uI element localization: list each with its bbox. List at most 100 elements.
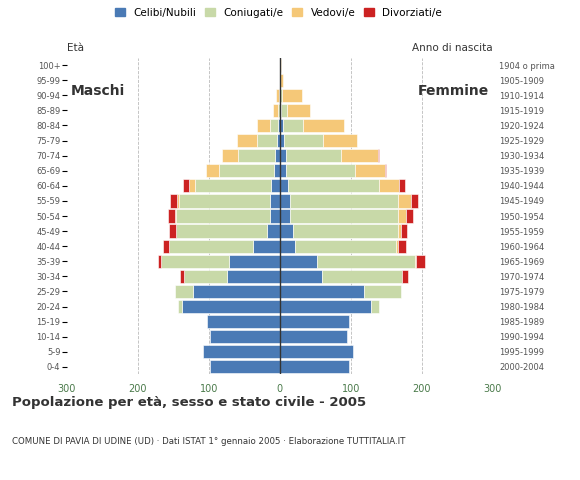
Bar [280,104,281,117]
Bar [398,194,411,207]
Bar [164,240,169,253]
Text: COMUNE DI PAVIA DI UDINE (UD) · Dati ISTAT 1° gennaio 2005 · Elaborazione TUTTIT: COMUNE DI PAVIA DI UDINE (UD) · Dati IST… [12,437,405,446]
Bar [280,360,349,373]
Bar [210,360,280,373]
Bar [180,270,184,283]
Bar [282,119,303,132]
Bar [195,179,271,192]
Bar [415,254,416,268]
Bar [189,179,195,192]
Bar [280,345,353,359]
Bar [275,149,280,162]
Bar [371,300,379,313]
Bar [184,270,227,283]
Bar [379,179,399,192]
Bar [407,209,414,223]
Bar [401,225,407,238]
Bar [277,134,280,147]
Bar [279,89,280,102]
Bar [280,209,290,223]
Bar [280,59,281,72]
Bar [168,209,175,223]
Bar [290,194,398,207]
Bar [402,270,408,283]
Bar [280,270,322,283]
Bar [280,194,290,207]
Bar [278,119,280,132]
Bar [280,225,293,238]
Bar [270,209,280,223]
Bar [280,240,295,253]
Bar [290,209,398,223]
Bar [206,164,219,178]
Text: Maschi: Maschi [70,84,125,98]
Bar [281,104,287,117]
Bar [288,179,379,192]
Bar [270,194,280,207]
Bar [219,164,274,178]
Bar [355,164,385,178]
Bar [280,89,282,102]
Bar [364,285,401,298]
Bar [280,73,284,87]
Bar [285,149,341,162]
Bar [284,134,323,147]
Bar [385,164,386,178]
Bar [280,119,282,132]
Bar [177,194,179,207]
Bar [175,285,193,298]
Bar [203,345,280,359]
Bar [227,270,280,283]
Text: Anno di nascita: Anno di nascita [412,43,493,53]
Bar [280,179,288,192]
Bar [175,209,176,223]
Bar [280,164,285,178]
Bar [273,104,278,117]
Bar [257,134,277,147]
Bar [280,315,350,328]
Bar [378,149,379,162]
Bar [287,104,310,117]
Bar [280,134,284,147]
Bar [323,134,357,147]
Bar [276,89,279,102]
Bar [303,119,344,132]
Bar [271,179,280,192]
Bar [193,285,280,298]
Text: Età: Età [67,43,84,53]
Legend: Celibi/Nubili, Coniugati/e, Vedovi/e, Divorziati/e: Celibi/Nubili, Coniugati/e, Vedovi/e, Di… [115,8,442,18]
Bar [222,149,238,162]
Bar [280,300,371,313]
Bar [253,240,280,253]
Bar [238,149,275,162]
Bar [158,254,161,268]
Bar [274,164,280,178]
Bar [398,225,401,238]
Bar [341,149,378,162]
Bar [161,254,229,268]
Bar [183,179,189,192]
Bar [398,240,407,253]
Bar [322,270,402,283]
Bar [317,254,415,268]
Bar [210,330,280,343]
Bar [399,179,405,192]
Bar [416,254,425,268]
Bar [178,300,182,313]
Bar [267,225,280,238]
Bar [176,225,267,238]
Bar [396,240,398,253]
Bar [208,315,280,328]
Bar [282,89,302,102]
Bar [293,225,398,238]
Bar [270,119,278,132]
Bar [398,209,407,223]
Bar [285,164,355,178]
Bar [170,194,177,207]
Bar [280,254,317,268]
Bar [182,300,280,313]
Bar [176,209,270,223]
Text: Femmine: Femmine [418,84,490,98]
Bar [278,104,280,117]
Text: Popolazione per età, sesso e stato civile - 2005: Popolazione per età, sesso e stato civil… [12,396,366,409]
